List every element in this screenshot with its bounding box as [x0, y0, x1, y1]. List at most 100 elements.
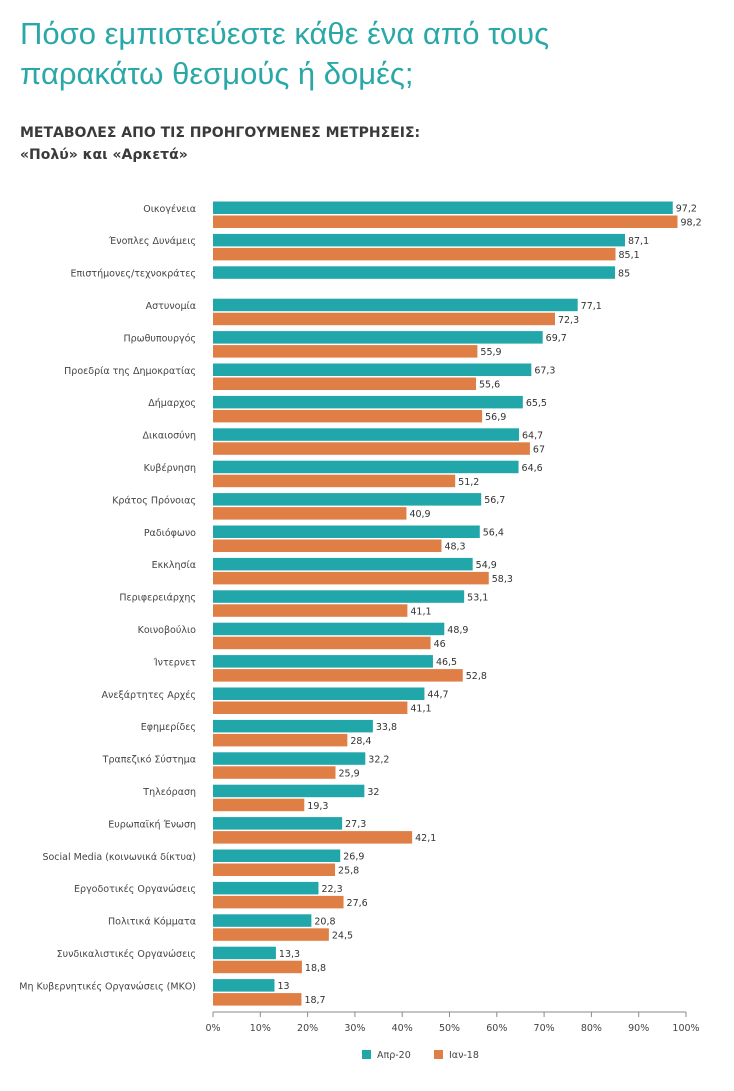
bar: [213, 312, 555, 326]
data-label: 46,5: [436, 657, 457, 668]
category-label: Εφημερίδες: [141, 722, 196, 733]
data-label: 33,8: [376, 722, 397, 733]
x-tick-label: 0%: [205, 1023, 220, 1034]
data-label: 40,9: [409, 509, 430, 520]
category-label: Επιστήμονες/τεχνοκράτες: [70, 269, 196, 280]
data-label: 41,1: [410, 606, 431, 617]
category-label: Κράτος Πρόνοιας: [112, 495, 196, 506]
bar: [213, 247, 616, 261]
data-label: 42,1: [415, 833, 436, 844]
data-label: 97,2: [676, 204, 697, 215]
data-label: 22,3: [321, 884, 342, 895]
bar: [213, 895, 344, 909]
category-label: Κυβέρνηση: [144, 463, 196, 474]
data-label: 51,2: [458, 477, 479, 488]
bar: [213, 590, 465, 603]
legend-label: Απρ-20: [377, 1050, 411, 1061]
bar: [213, 428, 520, 441]
bar: [213, 507, 407, 520]
category-label: Μη Κυβερνητικές Οργανώσεις (ΜΚΟ): [19, 981, 196, 992]
data-label: 64,7: [522, 430, 543, 441]
category-label: Συνδικαλιστικές Οργανώσεις: [57, 949, 196, 960]
category-label: Ένοπλες Δυνάμεις: [108, 236, 196, 247]
data-label: 41,1: [410, 704, 431, 715]
bar: [213, 636, 431, 650]
bar: [213, 687, 425, 700]
bar: [213, 784, 365, 798]
bar: [213, 928, 329, 941]
bar: [213, 863, 336, 876]
data-label: 27,6: [347, 898, 368, 909]
bar: [213, 460, 519, 474]
bar: [213, 363, 532, 376]
category-label: Δικαιοσύνη: [143, 431, 196, 442]
bar: [213, 539, 442, 552]
data-label: 69,7: [546, 333, 567, 344]
bar: [213, 622, 445, 636]
bar: [213, 201, 673, 214]
category-label: Social Media (κοινωνικά δίκτυα): [42, 852, 196, 863]
x-tick-label: 90%: [628, 1023, 649, 1034]
x-tick-label: 40%: [392, 1023, 413, 1034]
data-label: 54,9: [476, 560, 497, 571]
x-tick-label: 20%: [297, 1023, 318, 1034]
category-label: Πρωθυπουργός: [123, 333, 196, 344]
bar: [213, 377, 476, 390]
data-label: 20,8: [314, 916, 335, 927]
bar: [213, 442, 530, 455]
data-label: 25,9: [339, 768, 360, 779]
x-tick-label: 50%: [439, 1023, 460, 1034]
data-label: 48,9: [447, 625, 468, 636]
bar: [213, 946, 276, 960]
page-title: Πόσο εμπιστεύεστε κάθε ένα από τους παρα…: [20, 14, 720, 94]
data-label: 24,5: [332, 930, 353, 941]
data-label: 87,1: [628, 236, 649, 247]
category-label: Πολιτικά Κόμματα: [108, 917, 196, 928]
bar: [213, 215, 678, 228]
bar: [213, 409, 483, 423]
title-line-1: Πόσο εμπιστεύεστε κάθε ένα από τους: [20, 16, 550, 51]
x-tick-label: 100%: [672, 1023, 699, 1034]
bar: [213, 701, 408, 714]
bar: [213, 493, 482, 506]
category-label: Ευρωπαϊκή Ένωση: [108, 819, 196, 830]
bar: [213, 881, 319, 895]
category-label: Κοινοβούλιο: [138, 625, 197, 636]
data-label: 56,4: [483, 528, 504, 539]
data-label: 53,1: [467, 592, 488, 603]
title-line-2: παρακάτω θεσμούς ή δομές;: [20, 56, 414, 91]
data-label: 56,9: [485, 412, 506, 423]
data-label: 28,4: [350, 736, 371, 747]
bar: [213, 766, 336, 779]
category-label: Ανεξάρτητες Αρχές: [102, 690, 196, 701]
data-label: 25,8: [338, 866, 359, 877]
bar: [213, 993, 302, 1006]
bar: [213, 960, 302, 974]
x-tick-label: 30%: [344, 1023, 365, 1034]
category-label: Εκκλησία: [152, 560, 196, 571]
bar: [213, 669, 463, 682]
bar: [213, 233, 625, 247]
data-label: 26,9: [343, 852, 364, 863]
bar: [213, 571, 489, 585]
bar: [213, 719, 373, 733]
category-label: Ίντερνετ: [153, 657, 197, 668]
data-label: 67,3: [534, 366, 555, 377]
data-label: 32: [367, 787, 379, 798]
data-label: 56,7: [484, 495, 505, 506]
x-tick-label: 80%: [581, 1023, 602, 1034]
category-label: Τηλεόραση: [142, 787, 196, 798]
data-label: 46: [434, 639, 446, 650]
data-label: 67: [533, 444, 545, 455]
bar: [213, 345, 478, 358]
data-label: 98,2: [680, 218, 701, 229]
data-label: 13: [277, 981, 289, 992]
bar: [213, 733, 348, 747]
bar: [213, 557, 473, 571]
category-label: Τραπεζικό Σύστημα: [102, 755, 196, 766]
bar: [213, 395, 523, 409]
data-label: 27,3: [345, 819, 366, 830]
data-label: 44,7: [427, 690, 448, 701]
x-tick-label: 60%: [486, 1023, 507, 1034]
